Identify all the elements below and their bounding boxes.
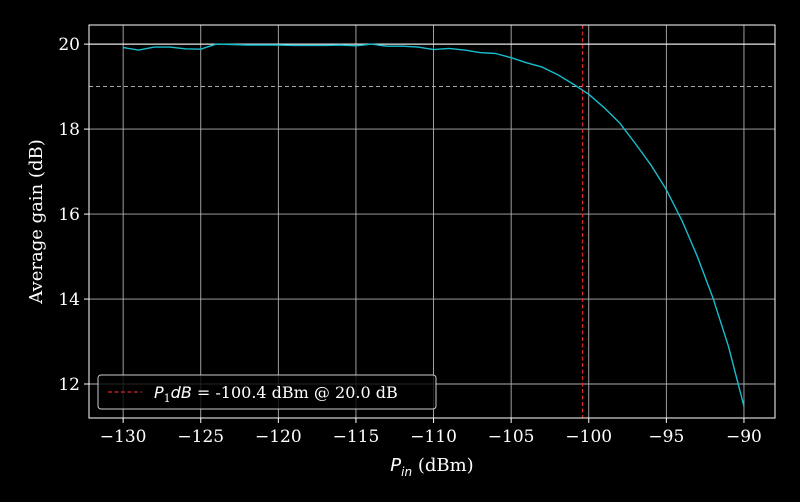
data-point [324,45,325,46]
x-tick-label: −95 [648,427,684,447]
data-point [573,83,574,84]
x-tick-label: −110 [410,427,457,447]
data-point [557,74,558,75]
data-point [697,256,698,257]
data-point [619,123,620,124]
data-point [262,44,263,45]
data-point [185,48,186,49]
data-point [154,46,155,47]
data-point [231,44,232,45]
data-point [138,49,139,50]
data-point [293,45,294,46]
data-point [743,406,744,407]
data-point [247,44,248,45]
data-point [371,44,372,45]
data-point [386,46,387,47]
data-point [355,45,356,46]
ticks: −130 −125 −120 −115 −110 −105 −100 −95 −90 12 14 16… [58,35,762,447]
x-axis-label-subscript: in [401,465,412,479]
data-point [712,297,713,298]
axes-frame [88,24,776,419]
data-point [526,62,527,63]
data-point [200,49,201,50]
data-point [635,143,636,144]
y-tick-label: 16 [58,205,80,225]
data-point [666,189,667,190]
x-tick-label: −105 [488,427,535,447]
y-tick-label: 18 [58,120,80,140]
legend-entry-p1db: P1dB = -100.4 dBm @ 20.0 dB [154,383,398,405]
data-point [542,66,543,67]
x-axis-label-unit: (dBm) [412,455,474,476]
x-axis-label: Pin (dBm) [390,455,473,479]
data-point [650,164,651,165]
data-point [169,46,170,47]
x-tick-label: −120 [255,427,302,447]
data-point [402,46,403,47]
reference-lines [89,25,775,418]
y-tick-label: 14 [58,290,80,310]
legend-subscript: 1 [164,392,171,405]
data-point [464,49,465,50]
x-axis-label-symbol: P [390,455,401,476]
x-tick-label: −115 [333,427,380,447]
data-point [681,220,682,221]
legend-symbol-tail: dB [171,383,192,402]
data-point [278,44,279,45]
y-tick-label: 12 [58,375,80,395]
series-layer [122,43,745,407]
x-tick-label: −100 [565,427,612,447]
x-tick-label: −125 [177,427,224,447]
legend-symbol: P [154,383,164,402]
data-point [588,94,589,95]
y-tick-label: 20 [58,35,80,55]
series-line-gain [122,43,745,407]
x-tick-label: −90 [726,427,762,447]
data-point [495,53,496,54]
grid [89,25,775,418]
data-point [480,52,481,53]
data-point [309,45,310,46]
data-point [417,46,418,47]
x-tick-label: −130 [100,427,147,447]
legend: P1dB = -100.4 dBm @ 20.0 dB [97,374,437,410]
data-point [216,44,217,45]
data-point [433,49,434,50]
data-point [123,47,124,48]
data-point [448,48,449,49]
data-point [340,44,341,45]
data-point [511,57,512,58]
y-axis-label: Average gain (dB) [26,139,47,304]
data-point [728,346,729,347]
legend-box [97,374,437,410]
legend-value-text: = -100.4 dBm @ 20.0 dB [192,383,398,402]
data-point [604,107,605,108]
